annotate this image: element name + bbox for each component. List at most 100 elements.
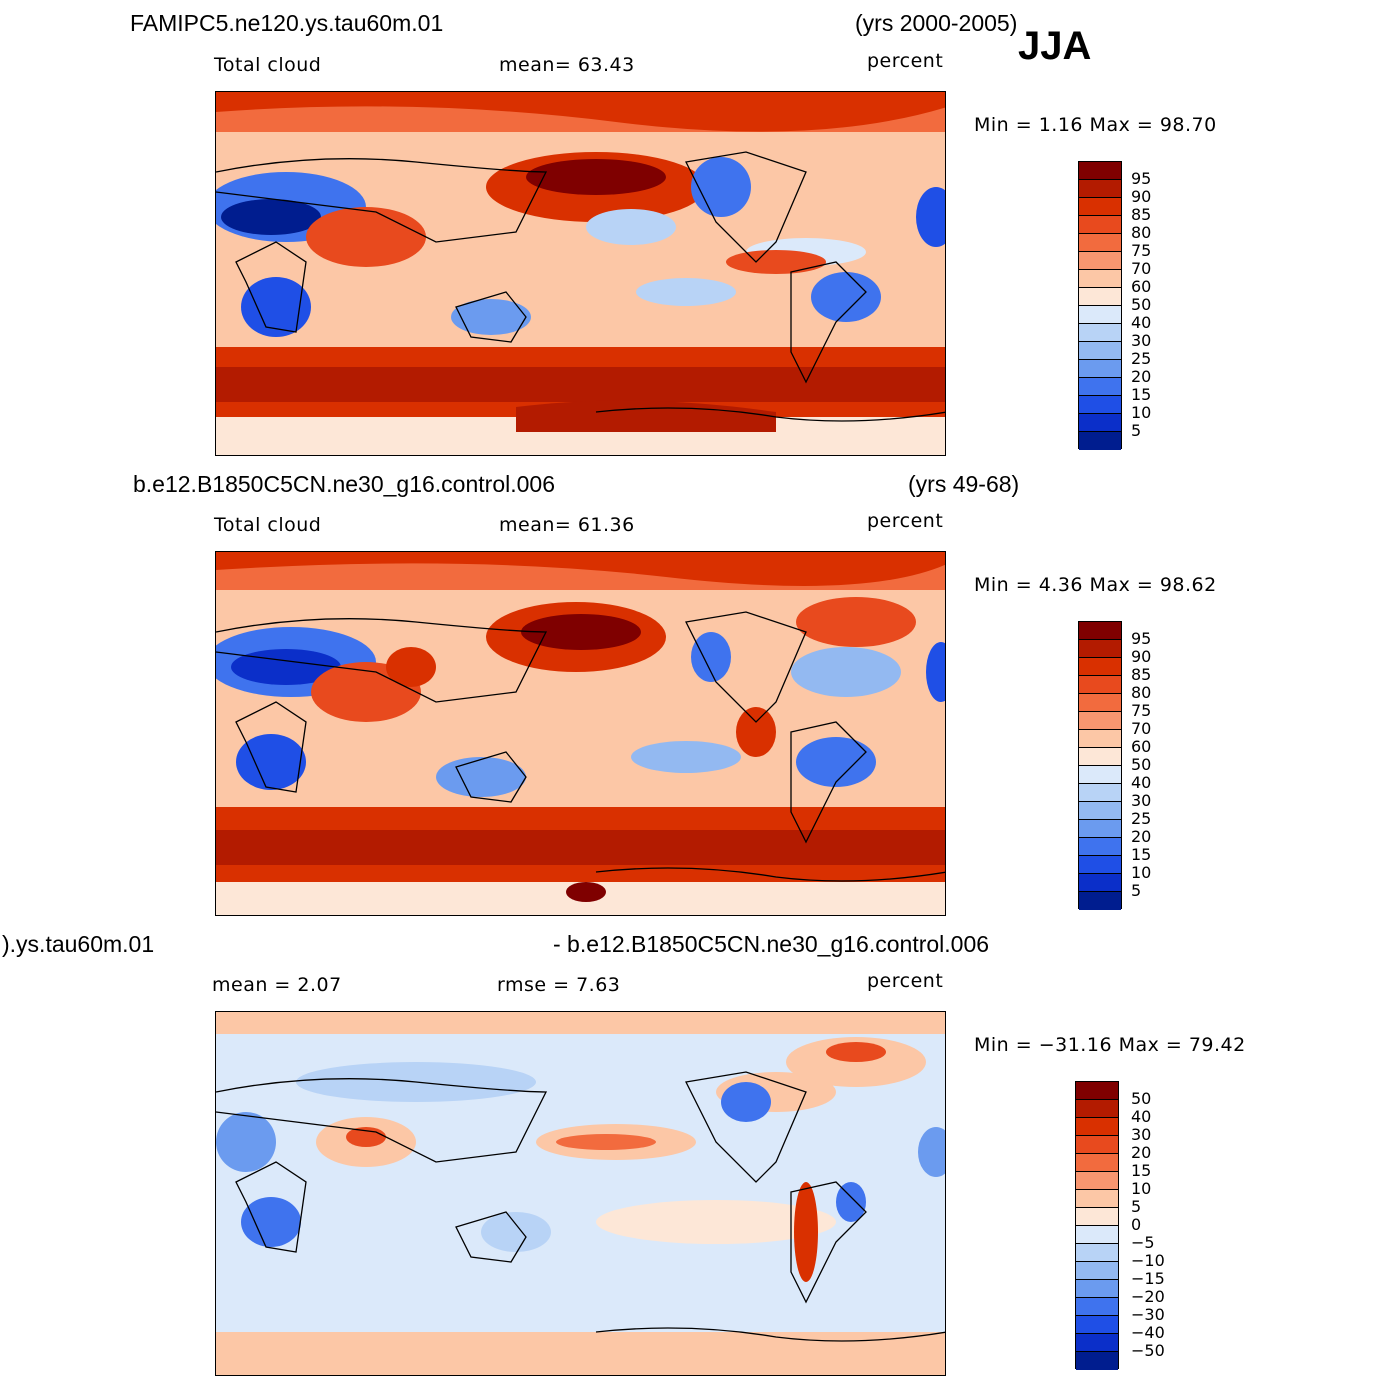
colorbar-swatch — [1079, 802, 1121, 820]
colorbar-swatch — [1076, 1208, 1118, 1226]
colorbar-tick-label: 15 — [1131, 1161, 1152, 1180]
panel1-variable-name: Total cloud — [214, 54, 322, 76]
colorbar-swatch — [1079, 658, 1121, 676]
colorbar-swatch — [1079, 270, 1121, 288]
panel3-units: percent — [867, 970, 944, 992]
panel2-case-title: b.e12.B1850C5CN.ne30_g16.control.006 — [133, 471, 555, 497]
colorbar-tick-label: 20 — [1131, 367, 1152, 386]
colorbar-tick-label: 90 — [1131, 647, 1152, 666]
panel3-colorbar — [1075, 1081, 1119, 1370]
panel2-mean: mean= 61.36 — [499, 514, 635, 536]
panel2-variable-name: Total cloud — [214, 514, 322, 536]
panel3-rmse: rmse = 7.63 — [497, 974, 621, 996]
colorbar-tick-label: 10 — [1131, 403, 1152, 422]
colorbar-tick-label: 5 — [1131, 1197, 1142, 1216]
colorbar-swatch — [1079, 162, 1121, 180]
colorbar-tick-label: 25 — [1131, 349, 1152, 368]
colorbar-swatch — [1079, 414, 1121, 432]
colorbar-swatch — [1076, 1262, 1118, 1280]
colorbar-tick-label: 5 — [1131, 421, 1142, 440]
colorbar-tick-label: 75 — [1131, 701, 1152, 720]
panel3-minmax: Min = −31.16 Max = 79.42 — [974, 1034, 1246, 1056]
colorbar-swatch — [1079, 622, 1121, 640]
colorbar-swatch — [1079, 694, 1121, 712]
colorbar-tick-label: 30 — [1131, 331, 1152, 350]
colorbar-swatch — [1079, 288, 1121, 306]
colorbar-swatch — [1079, 784, 1121, 802]
colorbar-tick-label: 20 — [1131, 827, 1152, 846]
panel1-map — [215, 91, 946, 456]
panel3-map — [215, 1011, 946, 1376]
colorbar-tick-label: 50 — [1131, 295, 1152, 314]
panel1-units: percent — [867, 50, 944, 72]
colorbar-swatch — [1079, 324, 1121, 342]
colorbar-tick-label: 50 — [1131, 1089, 1152, 1108]
colorbar-swatch — [1079, 306, 1121, 324]
colorbar-tick-label: 95 — [1131, 629, 1152, 648]
colorbar-swatch — [1079, 640, 1121, 658]
colorbar-tick-label: 15 — [1131, 385, 1152, 404]
colorbar-tick-label: 50 — [1131, 755, 1152, 774]
colorbar-swatch — [1079, 820, 1121, 838]
panel2-map — [215, 551, 946, 916]
panel1-case-title: FAMIPC5.ne120.ys.tau60m.01 — [130, 10, 444, 36]
panel1-colorbar — [1078, 161, 1122, 450]
colorbar-tick-label: 15 — [1131, 845, 1152, 864]
panel2-years: (yrs 49-68) — [908, 471, 1020, 497]
colorbar-tick-label: 85 — [1131, 665, 1152, 684]
colorbar-tick-label: 10 — [1131, 863, 1152, 882]
colorbar-swatch — [1076, 1280, 1118, 1298]
panel3-case-left: ).ys.tau60m.01 — [2, 931, 155, 957]
panel2-minmax: Min = 4.36 Max = 98.62 — [974, 574, 1217, 596]
colorbar-swatch — [1079, 198, 1121, 216]
colorbar-swatch — [1076, 1316, 1118, 1334]
colorbar-swatch — [1076, 1154, 1118, 1172]
panel1-minmax: Min = 1.16 Max = 98.70 — [974, 114, 1217, 136]
colorbar-tick-label: 20 — [1131, 1143, 1152, 1162]
colorbar-tick-label: −15 — [1131, 1269, 1165, 1288]
colorbar-swatch — [1076, 1298, 1118, 1316]
colorbar-tick-label: 40 — [1131, 1107, 1152, 1126]
colorbar-tick-label: 40 — [1131, 313, 1152, 332]
colorbar-tick-label: −50 — [1131, 1341, 1165, 1360]
colorbar-swatch — [1076, 1100, 1118, 1118]
colorbar-tick-label: −40 — [1131, 1323, 1165, 1342]
colorbar-swatch — [1079, 342, 1121, 360]
colorbar-swatch — [1079, 892, 1121, 910]
colorbar-tick-label: 70 — [1131, 719, 1152, 738]
colorbar-tick-label: −30 — [1131, 1305, 1165, 1324]
colorbar-tick-label: 70 — [1131, 259, 1152, 278]
colorbar-tick-label: 90 — [1131, 187, 1152, 206]
colorbar-swatch — [1079, 378, 1121, 396]
colorbar-tick-label: 80 — [1131, 223, 1152, 242]
colorbar-swatch — [1076, 1172, 1118, 1190]
colorbar-swatch — [1079, 856, 1121, 874]
colorbar-swatch — [1079, 730, 1121, 748]
colorbar-swatch — [1079, 748, 1121, 766]
colorbar-swatch — [1076, 1352, 1118, 1370]
colorbar-swatch — [1079, 432, 1121, 450]
colorbar-swatch — [1076, 1118, 1118, 1136]
colorbar-swatch — [1076, 1082, 1118, 1100]
colorbar-swatch — [1076, 1190, 1118, 1208]
colorbar-swatch — [1076, 1136, 1118, 1154]
colorbar-tick-label: 75 — [1131, 241, 1152, 260]
colorbar-tick-label: −10 — [1131, 1251, 1165, 1270]
colorbar-tick-label: 5 — [1131, 881, 1142, 900]
colorbar-swatch — [1076, 1244, 1118, 1262]
colorbar-tick-label: 60 — [1131, 737, 1152, 756]
colorbar-swatch — [1079, 766, 1121, 784]
colorbar-swatch — [1079, 180, 1121, 198]
colorbar-swatch — [1076, 1334, 1118, 1352]
colorbar-swatch — [1079, 676, 1121, 694]
season-label: JJA — [1018, 24, 1092, 68]
colorbar-tick-label: −20 — [1131, 1287, 1165, 1306]
colorbar-swatch — [1079, 252, 1121, 270]
colorbar-tick-label: 40 — [1131, 773, 1152, 792]
colorbar-swatch — [1079, 216, 1121, 234]
colorbar-swatch — [1079, 360, 1121, 378]
colorbar-tick-label: 30 — [1131, 1125, 1152, 1144]
panel2-colorbar — [1078, 621, 1122, 910]
colorbar-tick-label: 30 — [1131, 791, 1152, 810]
colorbar-swatch — [1079, 838, 1121, 856]
